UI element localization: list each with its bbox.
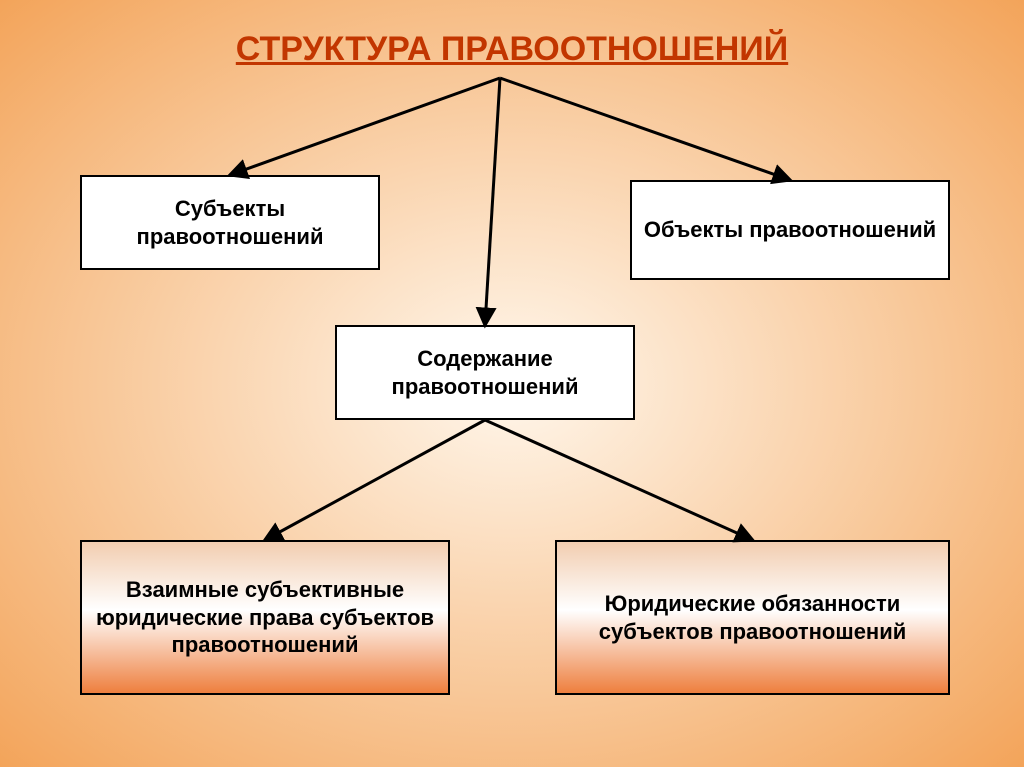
diagram-title: СТРУКТУРА ПРАВООТНОШЕНИЙ	[0, 30, 1024, 69]
node-rights-label: Взаимные субъективные юридические права …	[92, 576, 438, 659]
node-content-label: Содержание правоотношений	[347, 345, 623, 400]
edge	[485, 78, 500, 325]
edge	[485, 420, 753, 540]
diagram-canvas: СТРУКТУРА ПРАВООТНОШЕНИЙ Субъекты правоо…	[0, 0, 1024, 767]
node-content: Содержание правоотношений	[335, 325, 635, 420]
node-duties: Юридические обязанности субъектов правоо…	[555, 540, 950, 695]
node-subjects-label: Субъекты правоотношений	[92, 195, 368, 250]
node-rights: Взаимные субъективные юридические права …	[80, 540, 450, 695]
node-objects: Объекты правоотношений	[630, 180, 950, 280]
edge	[500, 78, 790, 180]
node-subjects: Субъекты правоотношений	[80, 175, 380, 270]
node-duties-label: Юридические обязанности субъектов правоо…	[567, 590, 938, 645]
edge	[265, 420, 485, 540]
node-objects-label: Объекты правоотношений	[644, 216, 936, 244]
edge	[230, 78, 500, 175]
